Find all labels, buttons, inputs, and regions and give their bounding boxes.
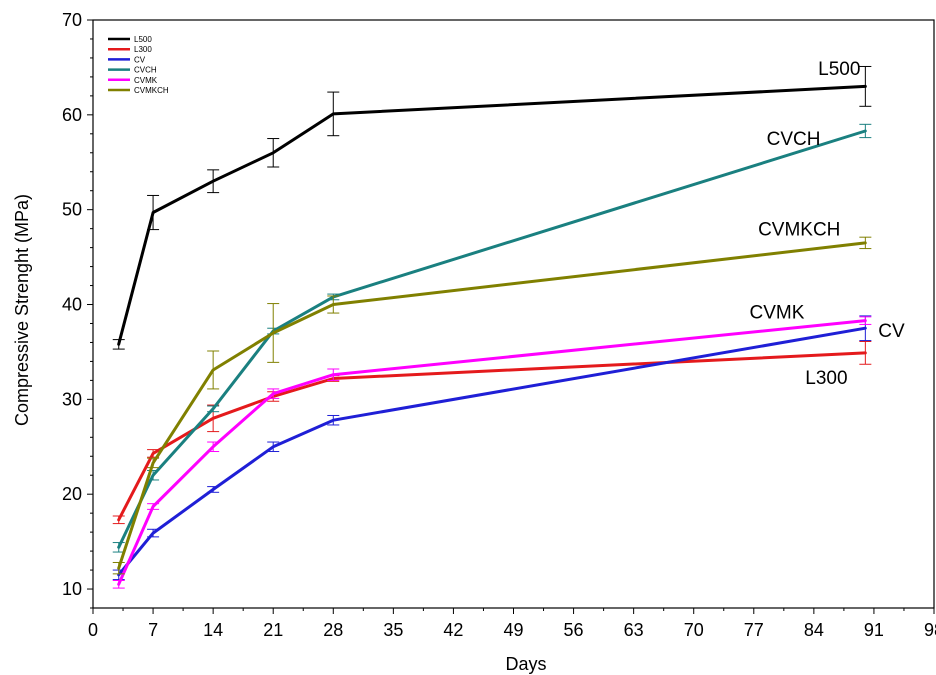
- x-axis-ticks: 0 7 14 21 28 35 42 49 56 63 70 77 84 91 98: [88, 608, 936, 640]
- legend-entry: L500: [134, 35, 152, 44]
- x-tick-label: 28: [323, 620, 343, 640]
- y-tick-label: 70: [62, 10, 82, 30]
- series-annotation: CVMK: [749, 303, 804, 324]
- x-axis-title: Days: [505, 654, 546, 674]
- series-annotation: CV: [878, 321, 905, 342]
- y-tick-label: 60: [62, 105, 82, 125]
- series-cvch: [112, 123, 872, 553]
- series-line-cvmkch: [117, 241, 867, 570]
- x-tick-label: 56: [564, 620, 584, 640]
- y-axis-ticks: 10 20 30 40 50 60 70: [62, 10, 93, 609]
- series-line-l300: [117, 351, 867, 522]
- x-tick-label: 84: [804, 620, 824, 640]
- x-tick-label: 21: [263, 620, 283, 640]
- series-l500: [112, 65, 872, 350]
- x-tick-label: 70: [684, 620, 704, 640]
- series-cv: [112, 315, 872, 581]
- series-annotation: CVMKCH: [758, 219, 840, 240]
- y-tick-label: 50: [62, 200, 82, 220]
- x-tick-label: 63: [624, 620, 644, 640]
- series-cvmkch: [112, 236, 872, 575]
- y-tick-label: 30: [62, 389, 82, 409]
- series-cvmk: [112, 316, 872, 589]
- x-tick-label: 0: [88, 620, 98, 640]
- legend-entry: CVCH: [134, 66, 157, 75]
- x-tick-label: 7: [148, 620, 158, 640]
- x-tick-label: 49: [503, 620, 523, 640]
- series-line-cvmk: [117, 319, 867, 586]
- series-line-cv: [117, 326, 867, 577]
- series-annotation: CVCH: [767, 129, 821, 150]
- y-tick-label: 40: [62, 295, 82, 315]
- series-line-cvch: [117, 129, 867, 549]
- y-tick-label: 20: [62, 484, 82, 504]
- series-l300: [112, 341, 872, 525]
- plot-border: [92, 19, 935, 609]
- plot-frame: [92, 19, 935, 609]
- x-tick-label: 98: [924, 620, 936, 640]
- legend-entry: CV: [134, 55, 146, 64]
- y-tick-label: 10: [62, 579, 82, 599]
- annotation-layer: L500 CVCH CVMKCH CVMK CV L300: [749, 59, 904, 389]
- legend-entry: CVMK: [134, 76, 158, 85]
- x-tick-label: 77: [744, 620, 764, 640]
- series-annotation: L300: [805, 368, 847, 389]
- series-line-l500: [117, 84, 867, 346]
- legend-entry: CVMKCH: [134, 86, 169, 95]
- series-layer: [112, 65, 872, 589]
- x-tick-label: 91: [864, 620, 884, 640]
- x-tick-label: 14: [203, 620, 223, 640]
- y-axis-title: Compressive Strenght (MPa): [12, 194, 32, 426]
- series-annotation: L500: [818, 59, 860, 80]
- legend-entry: L300: [134, 45, 152, 54]
- x-tick-label: 35: [383, 620, 403, 640]
- x-tick-label: 42: [443, 620, 463, 640]
